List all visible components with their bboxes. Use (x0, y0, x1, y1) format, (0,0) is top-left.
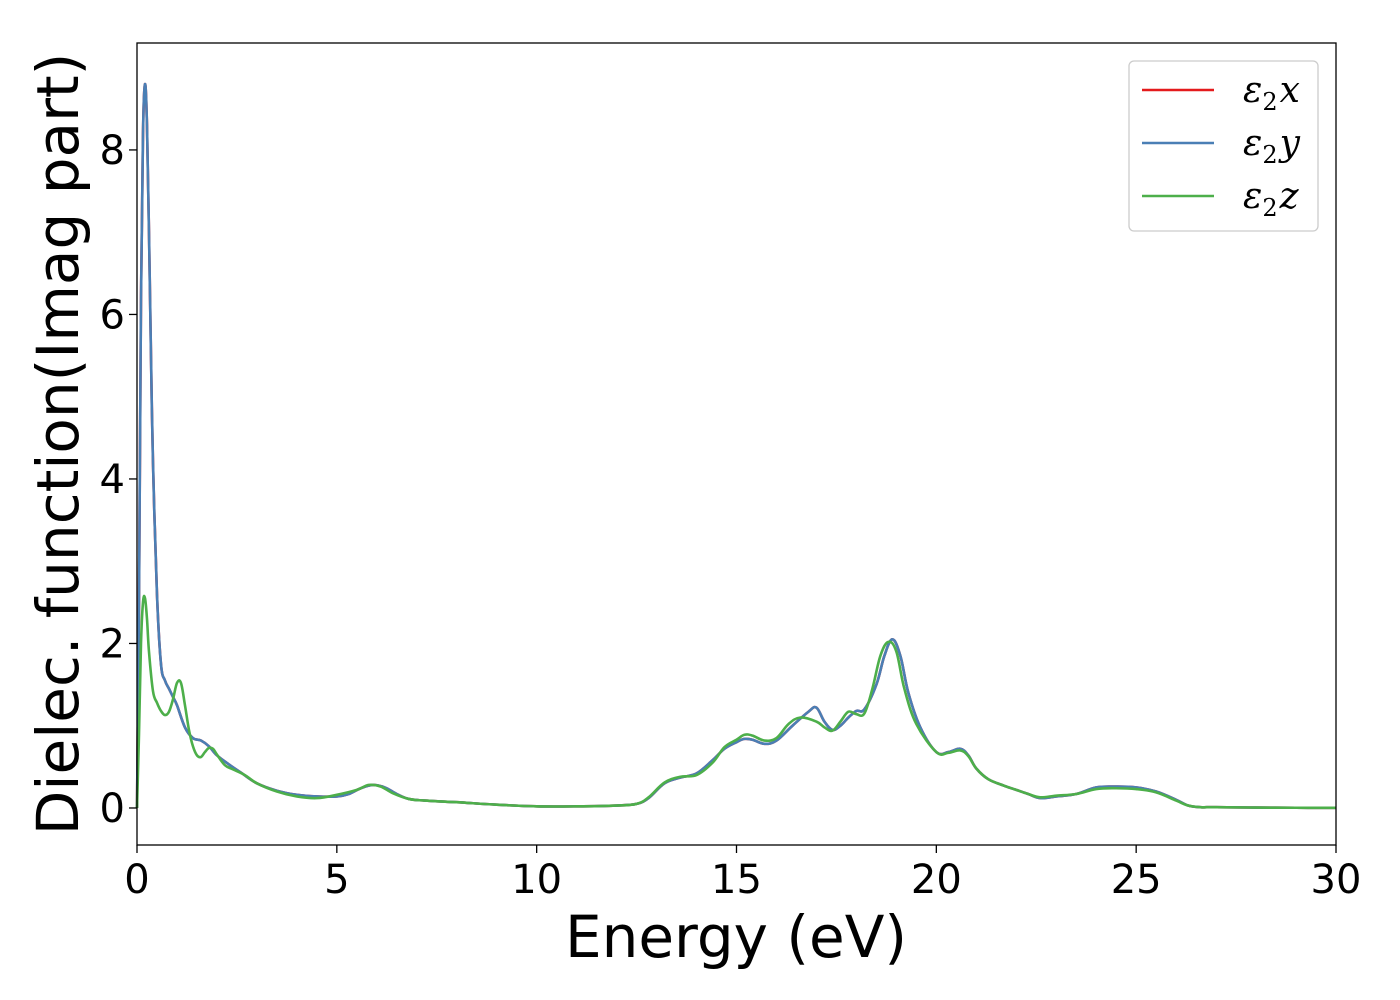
x-tick-label-6: 30 (1311, 857, 1362, 903)
series-lines (135, 82, 1337, 810)
x-tick-label-2: 10 (511, 857, 562, 903)
legend: ε2x ε2y ε2z (1128, 60, 1319, 232)
x-tick-label-5: 25 (1111, 857, 1162, 903)
y-tick-label-3: 6 (100, 292, 125, 338)
x-tick-label-0: 0 (124, 857, 149, 903)
legend-box (1128, 60, 1319, 232)
x-axis-label: Energy (eV) (565, 903, 907, 971)
legend-label-2: ε2z (1243, 176, 1300, 222)
x-axis-ticks: 0 5 10 15 20 25 30 (124, 845, 1361, 903)
y-axis-label: Dielec. function(Imag part) (24, 53, 92, 836)
legend-label-1: ε2y (1243, 123, 1301, 169)
x-tick-label-1: 5 (324, 857, 349, 903)
y-tick-label-2: 4 (100, 457, 125, 503)
y-axis-ticks: 0 2 4 6 8 (100, 128, 137, 832)
legend-label-0: ε2x (1243, 70, 1300, 116)
x-tick-label-4: 20 (911, 857, 962, 903)
y-tick-label-0: 0 (100, 786, 125, 832)
y-tick-label-4: 8 (100, 128, 125, 174)
x-tick-label-3: 15 (711, 857, 762, 903)
series-line-2 (135, 594, 1337, 810)
y-tick-label-1: 2 (100, 621, 125, 667)
